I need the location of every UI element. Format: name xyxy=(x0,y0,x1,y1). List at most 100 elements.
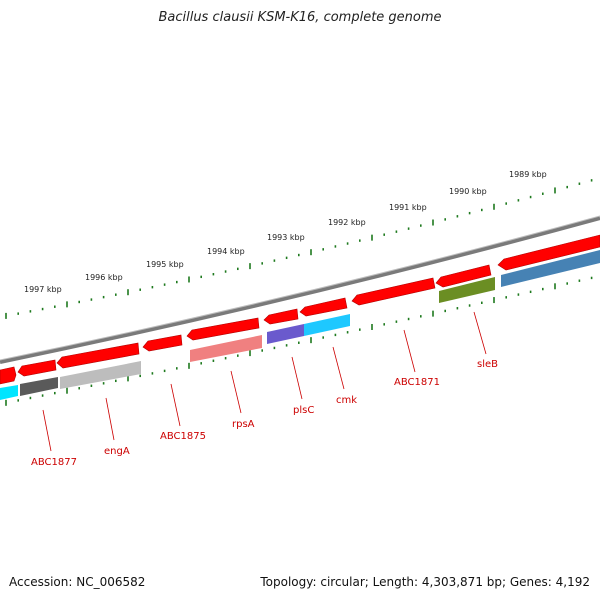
outer-ruler-tick xyxy=(5,312,7,319)
inner-ruler-tick xyxy=(310,337,312,344)
outer-ruler-tick xyxy=(590,179,593,182)
topology-summary: Topology: circular; Length: 4,303,871 bp… xyxy=(260,575,590,589)
kbp-label-1992: 1992 kbp xyxy=(328,218,366,227)
feature-cog-8 xyxy=(501,250,600,287)
leader-ABC1877 xyxy=(42,409,52,452)
outer-ruler-tick xyxy=(90,298,93,301)
feature-cog-1 xyxy=(0,385,18,400)
inner-ruler-tick xyxy=(151,372,154,375)
leader-ABC1875 xyxy=(170,383,181,427)
outer-ruler-tick xyxy=(200,275,202,279)
inner-ruler-tick xyxy=(481,301,483,304)
outer-ruler-tick xyxy=(322,248,324,251)
outer-ruler-tick xyxy=(456,215,459,218)
inner-ruler-tick xyxy=(212,359,215,362)
outer-ruler-tick xyxy=(505,202,507,205)
inner-ruler-tick xyxy=(383,323,385,326)
gene-label-rpsA: rpsA xyxy=(232,419,255,430)
inner-ruler-tick xyxy=(249,350,251,357)
kbp-label-1993: 1993 kbp xyxy=(267,233,305,242)
inner-ruler xyxy=(5,276,593,406)
outer-ruler-tick xyxy=(66,301,68,308)
outer-ruler-tick xyxy=(334,245,337,248)
inner-ruler-tick xyxy=(420,315,422,318)
outer-ruler-tick xyxy=(176,280,178,284)
inner-ruler-tick xyxy=(395,320,398,323)
inner-ruler-tick xyxy=(444,309,446,313)
gene-label-ABC1875: ABC1875 xyxy=(160,431,206,442)
outer-ruler-tick xyxy=(542,192,544,195)
leader-ABC1871 xyxy=(403,329,416,373)
inner-ruler-tick xyxy=(505,296,507,299)
outer-ruler-tick xyxy=(481,208,483,212)
feature-cds-6 xyxy=(263,308,299,325)
outer-ruler-tick xyxy=(151,285,154,289)
outer-ruler-tick xyxy=(115,293,117,296)
outer-ruler-tick xyxy=(298,253,300,257)
outer-ruler-tick xyxy=(310,249,312,256)
inner-ruler-tick xyxy=(176,367,178,370)
inner-ruler-tick xyxy=(542,287,544,291)
inner-ruler-tick xyxy=(359,328,361,331)
kbp-label-1990: 1990 kbp xyxy=(449,187,487,196)
outer-ruler-tick xyxy=(163,283,166,286)
inner-ruler-tick xyxy=(139,374,141,378)
inner-ruler-tick xyxy=(188,362,190,369)
outer-ruler-tick xyxy=(420,224,422,227)
outer-ruler-tick xyxy=(359,239,361,242)
inner-ruler-tick xyxy=(90,384,93,387)
inner-ruler-tick xyxy=(102,382,105,385)
inner-ruler-tick xyxy=(456,307,459,310)
feature-cds-4 xyxy=(142,334,183,352)
leader-rpsA xyxy=(230,370,242,414)
outer-ruler-tick xyxy=(249,263,251,270)
gene-label-ABC1871: ABC1871 xyxy=(394,377,440,388)
inner-ruler-tick xyxy=(127,375,129,382)
inner-ruler-tick xyxy=(529,290,532,294)
accession-text: Accession: NC_006582 xyxy=(9,575,146,589)
inner-ruler-tick xyxy=(322,336,324,339)
feature-cog-6 xyxy=(304,314,350,336)
kbp-ruler xyxy=(5,179,593,319)
inner-ruler-tick xyxy=(5,399,7,406)
outer-ruler-tick xyxy=(554,187,556,194)
inner-ruler-tick xyxy=(334,333,337,337)
feature-cds-5 xyxy=(186,317,260,341)
inner-ruler-tick xyxy=(115,379,117,383)
outer-ruler-tick xyxy=(578,182,581,185)
inner-ruler-tick xyxy=(200,362,202,365)
inner-ruler-tick xyxy=(17,399,19,402)
outer-ruler-tick xyxy=(468,211,471,215)
outer-ruler-tick xyxy=(224,270,227,273)
feature-cds-10 xyxy=(497,234,600,271)
map-title: Bacillus clausii KSM-K16, complete genom… xyxy=(158,10,442,25)
leader-engA xyxy=(105,397,115,441)
outer-ruler-tick xyxy=(493,203,495,210)
outer-ruler-tick xyxy=(529,195,532,199)
genome-backbone-highlight xyxy=(0,215,600,361)
outer-ruler-tick xyxy=(432,219,434,226)
kbp-label-1989: 1989 kbp xyxy=(509,170,547,179)
feature-cds-8 xyxy=(351,277,436,306)
inner-ruler-tick xyxy=(29,396,32,400)
feature-cog-3 xyxy=(60,361,141,389)
outer-ruler-tick xyxy=(444,218,446,221)
gene-label-cmk: cmk xyxy=(336,395,357,406)
outer-ruler-tick xyxy=(41,307,44,311)
inner-ruler-tick xyxy=(237,354,239,357)
inner-ruler-tick xyxy=(54,391,56,395)
outer-ruler-tick xyxy=(139,288,141,291)
gene-label-sleB: sleB xyxy=(477,359,498,370)
outer-ruler-tick xyxy=(237,267,239,271)
inner-ruler-tick xyxy=(41,394,44,397)
kbp-label-1997: 1997 kbp xyxy=(24,285,62,294)
outer-ruler-tick xyxy=(261,262,263,265)
feature-cog-2 xyxy=(20,377,58,396)
inner-ruler-tick xyxy=(371,323,373,330)
inner-ruler-tick xyxy=(432,310,434,317)
inner-ruler-tick xyxy=(517,293,520,296)
outer-ruler-tick xyxy=(346,242,349,245)
outer-ruler-tick xyxy=(383,233,385,236)
outer-ruler-tick xyxy=(127,289,129,296)
